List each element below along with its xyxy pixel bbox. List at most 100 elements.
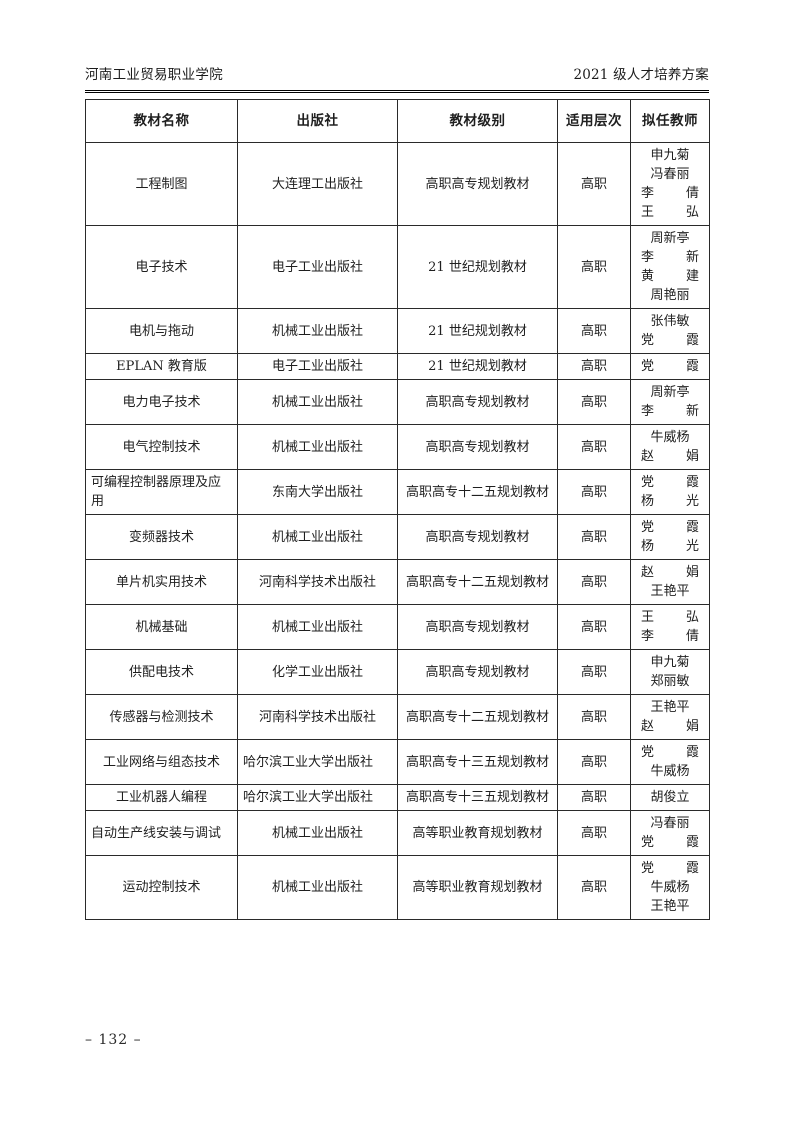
teacher-name: 王艳平 (650, 700, 690, 715)
cell-teachers: 党霞 牛威杨 (630, 739, 710, 785)
cell-teachers: 胡俊立 (630, 784, 710, 811)
teacher-name: 黄建 (641, 269, 699, 284)
cell-level: 21 世纪规划教材 (397, 308, 558, 354)
teacher-name: 牛威杨 (650, 430, 690, 445)
cell-tier: 高职 (557, 559, 631, 605)
cell-publisher: 大连理工出版社 (237, 142, 398, 226)
table-header-row: 教材名称 出版社 教材级别 适用层次 拟任教师 (85, 99, 710, 143)
cell-teachers: 申九菊 郑丽敏 (630, 649, 710, 695)
cell-tier: 高职 (557, 142, 631, 226)
teacher-name: 牛威杨 (650, 764, 690, 779)
teacher-name: 李倩 (641, 629, 699, 644)
cell-publisher: 河南科学技术出版社 (237, 559, 398, 605)
teacher-name: 党霞 (641, 475, 699, 490)
cell-teachers: 王艳平 赵娟 (630, 694, 710, 740)
cell-level: 高职高专规划教材 (397, 379, 558, 425)
teacher-name: 冯春丽 (650, 167, 690, 182)
cell-tier: 高职 (557, 225, 631, 309)
cell-publisher: 机械工业出版社 (237, 810, 398, 856)
table-row: 工业机器人编程 哈尔滨工业大学出版社 高职高专十三五规划教材 高职 胡俊立 (85, 784, 710, 811)
table-row: 电子技术 电子工业出版社 21 世纪规划教材 高职 周新亭 李新 黄建 周艳丽 (85, 225, 710, 309)
teacher-name: 党霞 (641, 835, 699, 850)
cell-teachers: 赵娟 王艳平 (630, 559, 710, 605)
teacher-name: 王艳平 (650, 899, 690, 914)
table-row: 可编程控制器原理及应用 东南大学出版社 高职高专十二五规划教材 高职 党霞 杨光 (85, 469, 710, 515)
cell-publisher: 化学工业出版社 (237, 649, 398, 695)
cell-textbook-name: 电机与拖动 (85, 308, 238, 354)
cell-publisher: 机械工业出版社 (237, 604, 398, 650)
teacher-name: 周艳丽 (650, 288, 690, 303)
teacher-name: 冯春丽 (650, 816, 690, 831)
cell-tier: 高职 (557, 469, 631, 515)
cell-teachers: 冯春丽 党霞 (630, 810, 710, 856)
cell-teachers: 党霞 杨光 (630, 469, 710, 515)
teacher-name: 党霞 (641, 359, 699, 374)
cell-tier: 高职 (557, 694, 631, 740)
teacher-name: 申九菊 (650, 655, 690, 670)
cell-tier: 高职 (557, 424, 631, 470)
header-rule (85, 90, 709, 93)
cell-level: 高职高专规划教材 (397, 142, 558, 226)
cell-level: 高职高专十二五规划教材 (397, 559, 558, 605)
cell-teachers: 党霞 (630, 353, 710, 380)
cell-tier: 高职 (557, 810, 631, 856)
cell-textbook-name: EPLAN 教育版 (85, 353, 238, 380)
table-row: 变频器技术 机械工业出版社 高职高专规划教材 高职 党霞 杨光 (85, 514, 710, 560)
teacher-name: 胡俊立 (650, 790, 690, 805)
cell-textbook-name: 供配电技术 (85, 649, 238, 695)
table-row: 传感器与检测技术 河南科学技术出版社 高职高专十二五规划教材 高职 王艳平 赵娟 (85, 694, 710, 740)
cell-publisher: 电子工业出版社 (237, 353, 398, 380)
table-row: EPLAN 教育版 电子工业出版社 21 世纪规划教材 高职 党霞 (85, 353, 710, 380)
teacher-name: 王弘 (641, 610, 699, 625)
cell-teachers: 党霞 牛威杨 王艳平 (630, 855, 710, 920)
table-row: 单片机实用技术 河南科学技术出版社 高职高专十二五规划教材 高职 赵娟 王艳平 (85, 559, 710, 605)
teacher-name: 周新亭 (650, 231, 690, 246)
running-head-left: 河南工业贸易职业学院 (85, 67, 223, 83)
cell-teachers: 周新亭李新黄建周艳丽 (630, 225, 710, 309)
teacher-name: 赵娟 (641, 565, 699, 580)
cell-textbook-name: 电子技术 (85, 225, 238, 309)
teacher-name: 周新亭 (650, 385, 690, 400)
cell-textbook-name: 工业机器人编程 (85, 784, 238, 811)
cell-tier: 高职 (557, 739, 631, 785)
teacher-name: 王艳平 (650, 584, 690, 599)
table-row: 工业网络与组态技术 哈尔滨工业大学出版社 高职高专十三五规划教材 高职 党霞 牛威杨 (85, 739, 710, 785)
cell-publisher: 机械工业出版社 (237, 308, 398, 354)
cell-publisher: 电子工业出版社 (237, 225, 398, 309)
cell-textbook-name: 变频器技术 (85, 514, 238, 560)
cell-teachers: 党霞 杨光 (630, 514, 710, 560)
teacher-name: 申九菊 (650, 148, 690, 163)
cell-tier: 高职 (557, 353, 631, 380)
cell-level: 21 世纪规划教材 (397, 225, 558, 309)
cell-level: 21 世纪规划教材 (397, 353, 558, 380)
column-header-tier: 适用层次 (557, 99, 631, 143)
cell-textbook-name: 传感器与检测技术 (85, 694, 238, 740)
teacher-name: 党霞 (641, 333, 699, 348)
column-header-teachers: 拟任教师 (630, 99, 710, 143)
teacher-name: 郑丽敏 (650, 674, 690, 689)
table-row: 电力电子技术 机械工业出版社 高职高专规划教材 高职 周新亭 李新 (85, 379, 710, 425)
column-header-level: 教材级别 (397, 99, 558, 143)
cell-teachers: 王弘 李倩 (630, 604, 710, 650)
teacher-name: 李倩 (641, 186, 699, 201)
teacher-name: 王弘 (641, 205, 699, 220)
column-header-publisher: 出版社 (237, 99, 398, 143)
cell-level: 高职高专十三五规划教材 (397, 784, 558, 811)
cell-publisher: 机械工业出版社 (237, 424, 398, 470)
teacher-name: 杨光 (641, 539, 699, 554)
teacher-name: 党霞 (641, 861, 699, 876)
running-head-right: 2021 级人才培养方案 (573, 67, 709, 83)
teacher-name: 李新 (641, 250, 699, 265)
cell-textbook-name: 可编程控制器原理及应用 (85, 469, 238, 515)
table-row: 工程制图 大连理工出版社 高职高专规划教材 高职 申九菊冯春丽李倩王弘 (85, 142, 710, 226)
table-row: 供配电技术 化学工业出版社 高职高专规划教材 高职 申九菊 郑丽敏 (85, 649, 710, 695)
cell-tier: 高职 (557, 784, 631, 811)
cell-textbook-name: 工程制图 (85, 142, 238, 226)
running-head: 河南工业贸易职业学院 2021 级人才培养方案 (85, 66, 709, 84)
cell-textbook-name: 运动控制技术 (85, 855, 238, 920)
cell-textbook-name: 工业网络与组态技术 (85, 739, 238, 785)
table-row: 电气控制技术 机械工业出版社 高职高专规划教材 高职 牛威杨 赵娟 (85, 424, 710, 470)
cell-publisher: 机械工业出版社 (237, 379, 398, 425)
textbook-table-container: 教材名称 出版社 教材级别 适用层次 拟任教师 工程制图 大连理工出版社 高职高专规… (85, 99, 710, 920)
cell-teachers: 张伟敏 党霞 (630, 308, 710, 354)
